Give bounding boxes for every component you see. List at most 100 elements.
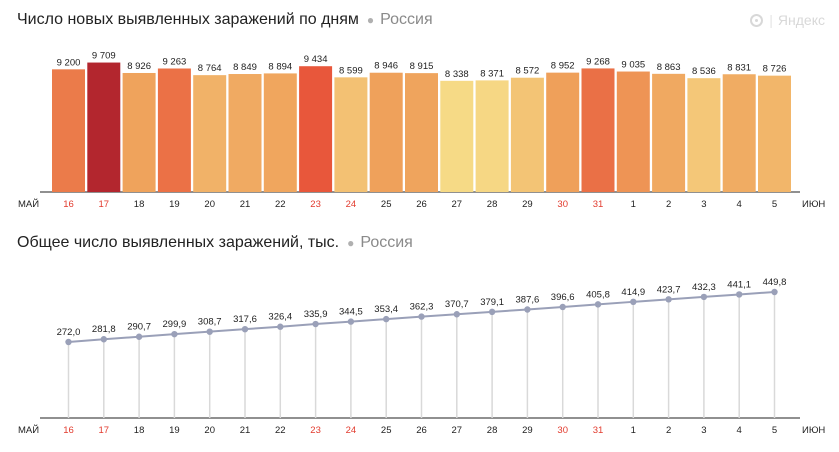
bar-value-label: 9 035 [621,60,645,71]
bar-28 [475,80,509,192]
point-30 [559,303,566,311]
bar-30 [546,72,580,192]
point-27 [453,311,460,318]
point-value-label: 370,7 [445,299,469,310]
x-tick-label: 25 [381,425,392,436]
x-tick-label: 4 [737,199,742,210]
point-value-label: 405,8 [586,289,610,300]
point-value-label: 449,8 [763,277,787,288]
x-tick-label: 5 [772,199,777,210]
bar-18 [122,72,156,192]
line-chart-title: Общее число выявленных заражений, тыс. ● Р… [17,234,413,252]
bar-value-label: 9 200 [57,57,81,68]
point-25 [383,315,390,323]
x-tick-label: 30 [557,199,568,210]
x-tick-label: 21 [240,199,251,210]
x-tick-label: 1 [631,425,636,436]
bar-1 [616,71,650,192]
bar-value-label: 9 268 [586,56,610,67]
x-tick-label: 16 [63,425,74,436]
yandex-logo[interactable]: | Яндекс [750,12,825,28]
point-22 [277,323,284,330]
x-tick-label: 19 [169,199,180,210]
x-tick-label: 21 [240,425,251,436]
x-tick-label: 31 [593,425,604,436]
bar-3 [687,78,721,192]
bar-5 [758,75,791,192]
x-tick-label: 4 [737,425,742,436]
point-value-label: 353,4 [374,304,398,315]
point-4 [736,291,743,298]
point-value-label: 317,6 [233,314,257,325]
bar-4 [722,74,756,192]
bar-value-label: 8 831 [727,62,751,73]
point-21 [241,325,249,333]
bar-value-label: 8 926 [127,61,151,72]
bar-chart-title-text: Число новых выявленных заражений по дням [17,11,359,28]
x-tick-label: 23 [310,199,321,210]
bar-value-label: 8 764 [198,63,222,74]
x-tick-label: 23 [310,425,321,436]
bar-21 [228,74,262,192]
point-value-label: 272,0 [57,327,81,338]
daily-cases-bar-chart: 9 200 16 9 709 17 8 926 18 9 263 19 8 764 20 8 849… [18,51,825,210]
x-tick-label: 2 [666,199,671,210]
point-value-label: 423,7 [657,284,681,295]
bar-20 [193,75,227,192]
point-28 [488,308,496,316]
point-31 [594,301,602,308]
point-16 [65,338,72,346]
x-tick-label: 22 [275,425,286,436]
x-tick-label: 27 [452,199,463,210]
line-chart-title-text: Общее число выявленных заражений, тыс. [17,234,340,251]
x-tick-label: 25 [381,199,392,210]
bar-value-label: 8 599 [339,65,363,76]
x-tick-label: 26 [416,425,427,436]
bar-value-label: 8 915 [410,61,434,72]
month-start-label: МАЙ [18,198,39,210]
bar-chart-region: Россия [380,11,433,28]
point-1 [630,298,637,306]
point-20 [206,328,213,335]
x-tick-label: 18 [134,199,145,210]
x-tick-label: 27 [452,425,463,436]
bar-23 [299,66,333,192]
bar-16 [52,69,85,192]
point-value-label: 281,8 [92,324,116,335]
point-value-label: 308,7 [198,317,222,328]
point-value-label: 299,9 [163,319,187,330]
point-26 [418,313,425,320]
logo-divider: | [769,12,773,28]
x-tick-label: 3 [701,199,706,210]
point-value-label: 344,5 [339,307,363,318]
x-tick-label: 29 [522,425,533,436]
bar-value-label: 8 572 [516,66,540,77]
point-value-label: 414,9 [621,287,645,298]
bar-29 [510,77,544,192]
bar-19 [157,68,191,192]
yandex-logo-icon [750,13,764,27]
bar-value-label: 8 536 [692,66,716,77]
x-tick-label: 18 [134,425,145,436]
x-tick-label: 30 [557,425,568,436]
bar-24 [334,77,368,192]
point-value-label: 335,9 [304,309,328,320]
point-value-label: 362,3 [410,302,434,313]
point-value-label: 290,7 [127,322,151,333]
x-tick-label: 16 [63,199,74,210]
bar-value-label: 8 946 [374,61,398,72]
x-tick-label: 19 [169,425,180,436]
x-tick-label: 3 [701,425,706,436]
month-end-label: ИЮН [802,199,825,210]
bar-value-label: 8 952 [551,61,575,72]
x-tick-label: 20 [204,425,215,436]
point-value-label: 441,1 [727,279,751,290]
point-value-label: 396,6 [551,292,575,303]
point-5 [771,288,778,296]
x-tick-label: 22 [275,199,286,210]
bar-27 [440,80,474,192]
point-value-label: 387,6 [516,294,540,305]
bar-value-label: 9 263 [163,56,187,67]
bar-value-label: 8 338 [445,69,469,80]
